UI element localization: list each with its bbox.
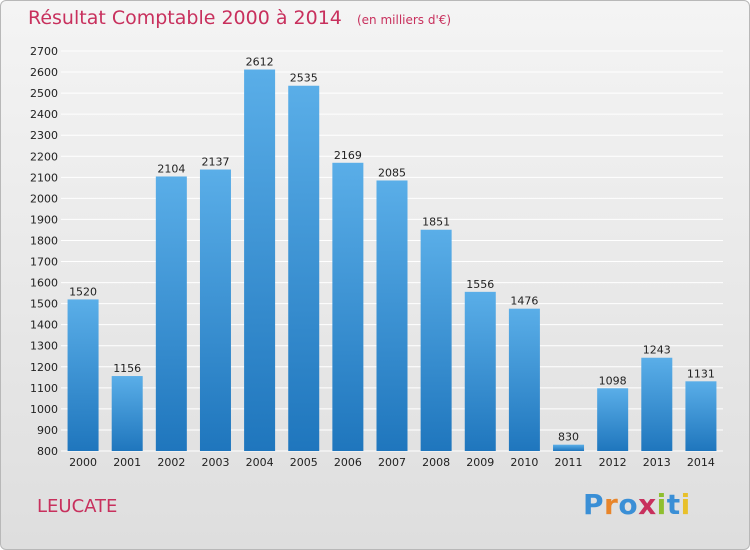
x-axis-ticks: 2000 2001 2002 2003 2004 2005 2006 2007 2008 2009… — [69, 456, 715, 469]
x-tick-label: 2011 — [555, 456, 583, 469]
y-tick-label: 800 — [37, 445, 58, 458]
y-tick-label: 1100 — [30, 382, 58, 395]
chart-subtitle: (en milliers d'€) — [356, 13, 452, 27]
bar-2013 — [641, 357, 673, 451]
logo-letter: r — [604, 488, 619, 521]
data-label-2013: 1243 — [643, 344, 671, 357]
bar-2000 — [67, 299, 99, 451]
data-label-2007: 2085 — [378, 166, 406, 179]
y-tick-label: 2000 — [30, 192, 58, 205]
data-labels: 1520 1156 2104 2137 2612 2535 2169 2085 1851 1556… — [69, 56, 715, 444]
bar-2003 — [199, 169, 231, 452]
x-tick-label: 2014 — [687, 456, 715, 469]
data-label-2002: 2104 — [157, 162, 185, 175]
data-label-2003: 2137 — [201, 156, 229, 169]
commune-name: LEUCATE — [37, 496, 118, 517]
bar-2010 — [508, 308, 540, 451]
logo-letter: i — [656, 488, 667, 521]
y-tick-label: 2400 — [30, 108, 58, 121]
x-tick-label: 2013 — [643, 456, 671, 469]
bar-2011 — [553, 444, 585, 451]
y-tick-label: 1500 — [30, 298, 58, 311]
x-tick-label: 2005 — [290, 456, 318, 469]
bar-2012 — [597, 388, 629, 451]
y-tick-label: 2600 — [30, 66, 58, 79]
data-label-2014: 1131 — [687, 367, 715, 380]
bar-2006 — [332, 162, 364, 451]
data-label-2004: 2612 — [246, 56, 274, 69]
bar-2007 — [376, 180, 408, 451]
y-tick-label: 2500 — [30, 87, 58, 100]
logo-letter: x — [638, 488, 657, 521]
x-tick-label: 2008 — [422, 456, 450, 469]
x-tick-label: 2009 — [466, 456, 494, 469]
y-axis-ticks: 800 900 1000 1100 1200 1300 1400 1500 1600 1700 18… — [30, 45, 58, 458]
data-label-2011: 830 — [558, 431, 579, 444]
data-label-2009: 1556 — [466, 278, 494, 291]
logo-letter: t — [666, 488, 681, 521]
data-label-2006: 2169 — [334, 149, 362, 162]
x-tick-label: 2004 — [246, 456, 274, 469]
x-tick-label: 2012 — [599, 456, 627, 469]
bar-2008 — [420, 229, 452, 451]
bar-2001 — [111, 376, 143, 451]
data-label-2005: 2535 — [290, 72, 318, 85]
bar-2005 — [288, 85, 320, 451]
x-tick-label: 2002 — [157, 456, 185, 469]
x-tick-label: 2000 — [69, 456, 97, 469]
y-tick-label: 1700 — [30, 256, 58, 269]
data-label-2012: 1098 — [599, 374, 627, 387]
bar-2009 — [464, 291, 496, 451]
y-tick-label: 2200 — [30, 150, 58, 163]
x-tick-label: 2001 — [113, 456, 141, 469]
x-tick-label: 2006 — [334, 456, 362, 469]
y-tick-label: 1300 — [30, 340, 58, 353]
data-label-2010: 1476 — [510, 295, 538, 308]
title-row: Résultat Comptable 2000 à 2014 (en milli… — [28, 7, 451, 29]
bar-2004 — [244, 69, 276, 452]
y-tick-label: 2700 — [30, 45, 58, 58]
data-label-2001: 1156 — [113, 362, 141, 375]
y-tick-label: 1600 — [30, 277, 58, 290]
y-tick-label: 1400 — [30, 319, 58, 332]
bar-2002 — [155, 176, 187, 451]
proxiti-logo[interactable]: Proxiti — [583, 488, 691, 521]
y-tick-label: 900 — [37, 424, 58, 437]
bar-2014 — [685, 381, 717, 451]
y-tick-label: 1800 — [30, 234, 58, 247]
y-tick-label: 2300 — [30, 129, 58, 142]
chart-title: Résultat Comptable 2000 à 2014 — [28, 7, 342, 29]
bars — [67, 69, 717, 452]
logo-letter: i — [680, 488, 691, 521]
y-tick-label: 2100 — [30, 171, 58, 184]
x-tick-label: 2010 — [510, 456, 538, 469]
y-tick-label: 1000 — [30, 403, 58, 416]
logo-letter: o — [618, 488, 639, 521]
x-tick-label: 2007 — [378, 456, 406, 469]
y-tick-label: 1200 — [30, 361, 58, 374]
data-label-2000: 1520 — [69, 285, 97, 298]
x-tick-label: 2003 — [201, 456, 229, 469]
logo-letter: P — [583, 488, 605, 521]
y-tick-label: 1900 — [30, 213, 58, 226]
data-label-2008: 1851 — [422, 216, 450, 229]
